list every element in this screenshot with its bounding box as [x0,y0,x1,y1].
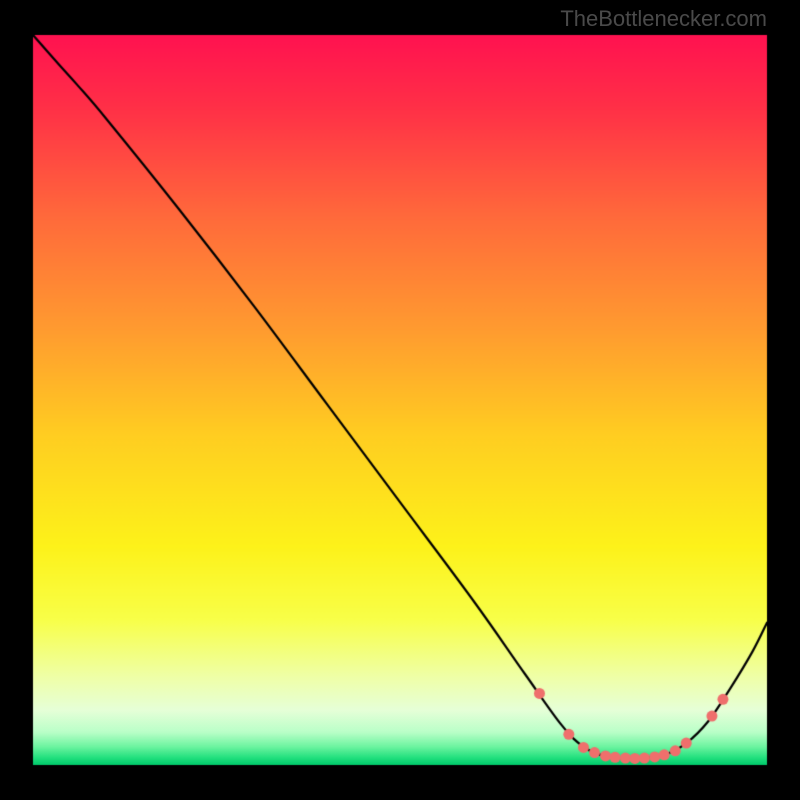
watermark-text: TheBottlenecker.com [560,6,767,32]
bottleneck-curve-chart [0,0,800,800]
